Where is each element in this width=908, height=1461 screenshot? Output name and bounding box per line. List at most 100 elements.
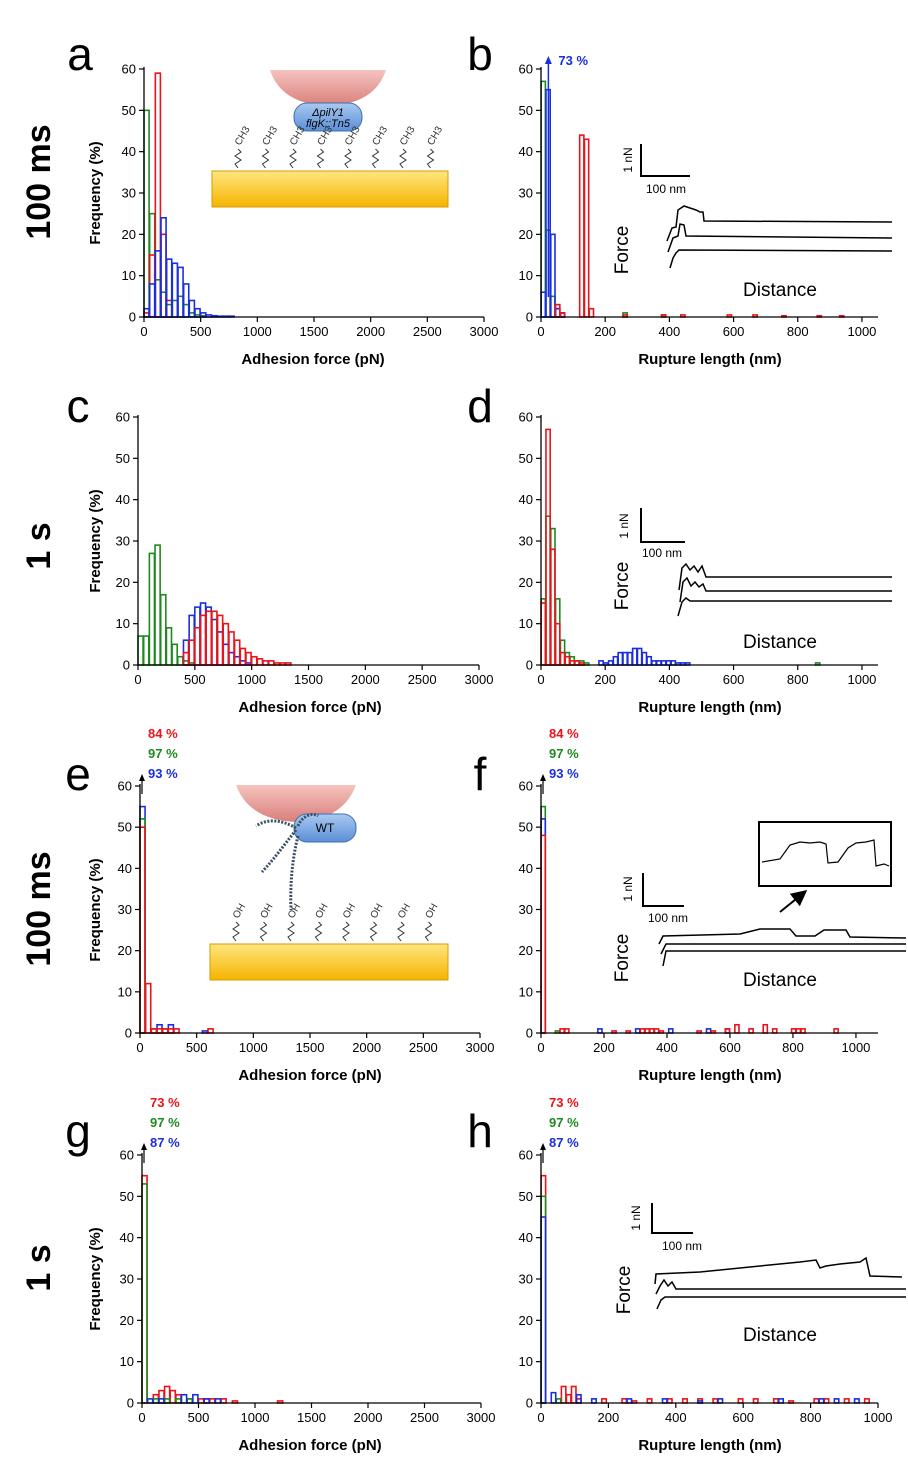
x-tick-label: 200 — [594, 324, 616, 339]
bar-blue — [165, 258, 173, 318]
overflow-annotation: 97 % — [148, 746, 178, 761]
bar-red — [139, 826, 146, 1034]
bar-blue — [612, 655, 619, 666]
x-tick-label: 400 — [659, 672, 681, 687]
x-tick-label: 400 — [656, 1040, 678, 1055]
bar-red — [216, 614, 224, 666]
series-green-g — [141, 1183, 194, 1404]
y-tick-label: 50 — [122, 103, 136, 118]
bar-green — [142, 635, 150, 666]
panel-e: e 0 500 1000 1500 2000 2500 3000 0 10 20 30 40 50 60 Ad… — [65, 726, 494, 1084]
bar-red — [545, 428, 551, 666]
bar-red — [239, 647, 247, 666]
zoom-curve-f — [761, 839, 890, 867]
bar-blue — [194, 307, 201, 318]
y-tick-label: 50 — [118, 820, 132, 835]
panel-letter-f: f — [474, 748, 487, 800]
x-axis-label-a: Adhesion force (pN) — [241, 351, 384, 368]
bar-red — [564, 655, 571, 666]
bar-blue — [631, 647, 638, 666]
scale-force-h: 1 nN — [629, 1205, 643, 1230]
chain-zigzag — [369, 921, 378, 942]
y-tick-label: 20 — [122, 227, 136, 242]
x-tick-label: 2500 — [408, 672, 437, 687]
chain-zigzag — [426, 148, 435, 169]
scale-length-h: 100 nm — [662, 1239, 702, 1253]
force-curve-b3 — [669, 249, 893, 269]
bar-green — [165, 626, 173, 666]
overflow-annotation: 73 % — [549, 1095, 579, 1110]
x-axis-label-h: Rupture length (nm) — [638, 1437, 781, 1454]
y-tick-label: 0 — [526, 658, 533, 673]
bar-red — [540, 834, 547, 1034]
bar-red — [734, 1023, 740, 1034]
chain-zigzag — [344, 148, 352, 169]
bar-blue — [550, 1391, 557, 1404]
row-label-3: 100 ms — [20, 851, 58, 966]
zoom-box-f — [758, 821, 892, 887]
chain-zigzag — [399, 148, 407, 169]
bar-red — [549, 548, 556, 666]
chain-group: CH3 — [398, 124, 418, 147]
y-tick-label: 30 — [122, 186, 136, 201]
row-label-1: 100 ms — [20, 124, 58, 239]
chain-zigzag — [261, 148, 270, 169]
y-tick-label: 50 — [116, 451, 130, 466]
x-tick-label: 600 — [723, 672, 745, 687]
x-tick-label: 400 — [665, 1410, 687, 1425]
y-tick-label: 30 — [116, 534, 130, 549]
chain-zigzag — [342, 921, 350, 942]
chain-group: CH3 — [371, 124, 391, 147]
y-tick-label: 10 — [118, 984, 132, 999]
force-label-d: Force — [612, 562, 633, 611]
chain-group: OH — [341, 902, 358, 920]
distance-label-b: Distance — [743, 280, 817, 301]
overflow-arrowhead-e — [139, 774, 145, 781]
x-tick-label: 500 — [188, 1410, 210, 1425]
y-tick-label: 20 — [519, 575, 533, 590]
x-tick-label: 1500 — [296, 1040, 325, 1055]
scale-force-f: 1 nN — [621, 876, 635, 901]
overflow-arrowhead-b — [544, 56, 552, 64]
chain-group: OH — [286, 902, 303, 920]
chain-zigzag — [371, 148, 380, 169]
bar-red — [570, 1385, 577, 1404]
bar-red — [250, 655, 258, 666]
bar-blue — [188, 299, 196, 318]
x-tick-label: 3000 — [465, 672, 494, 687]
x-tick-label: 2000 — [356, 324, 385, 339]
chain-group: OH — [231, 902, 248, 920]
scale-bar-d — [640, 508, 685, 543]
bar-blue — [641, 651, 648, 666]
bar-red — [578, 134, 585, 318]
x-tick-label: 3000 — [467, 1410, 496, 1425]
bar-green — [143, 109, 150, 318]
x-tick-label: 500 — [186, 1040, 208, 1055]
panel-letter-e: e — [65, 748, 91, 800]
y-tick-label: 50 — [519, 1189, 533, 1204]
bar-green — [171, 643, 178, 666]
x-tick-label: 1000 — [237, 672, 266, 687]
y-tick-label: 0 — [123, 658, 130, 673]
bar-blue — [160, 217, 167, 318]
force-label-f: Force — [612, 934, 633, 983]
x-tick-label: 2000 — [354, 1410, 383, 1425]
overflow-annotation: 97 % — [549, 1115, 579, 1130]
scale-force-b: 1 nN — [621, 147, 635, 172]
y-tick-label: 30 — [120, 1272, 134, 1287]
chain-group: CH3 — [261, 124, 281, 147]
x-tick-label: 2000 — [352, 1040, 381, 1055]
panel-letter-d: d — [467, 380, 493, 432]
overflow-arrowhead-g — [141, 1143, 147, 1150]
y-tick-label: 50 — [120, 1189, 134, 1204]
distance-label-d: Distance — [743, 632, 817, 653]
bar-green — [176, 655, 184, 666]
panel-a: a 0 500 1000 1500 2000 2500 3000 0 10 20 30 40 50 60 Ad… — [67, 28, 498, 368]
y-tick-label: 30 — [519, 534, 533, 549]
x-tick-label: 2500 — [409, 1040, 438, 1055]
y-tick-label: 0 — [526, 310, 533, 325]
force-curve-d3 — [677, 597, 892, 617]
chain-group: OH — [396, 902, 413, 920]
force-curve-h2 — [655, 1278, 906, 1295]
scale-force-d: 1 nN — [617, 513, 631, 538]
